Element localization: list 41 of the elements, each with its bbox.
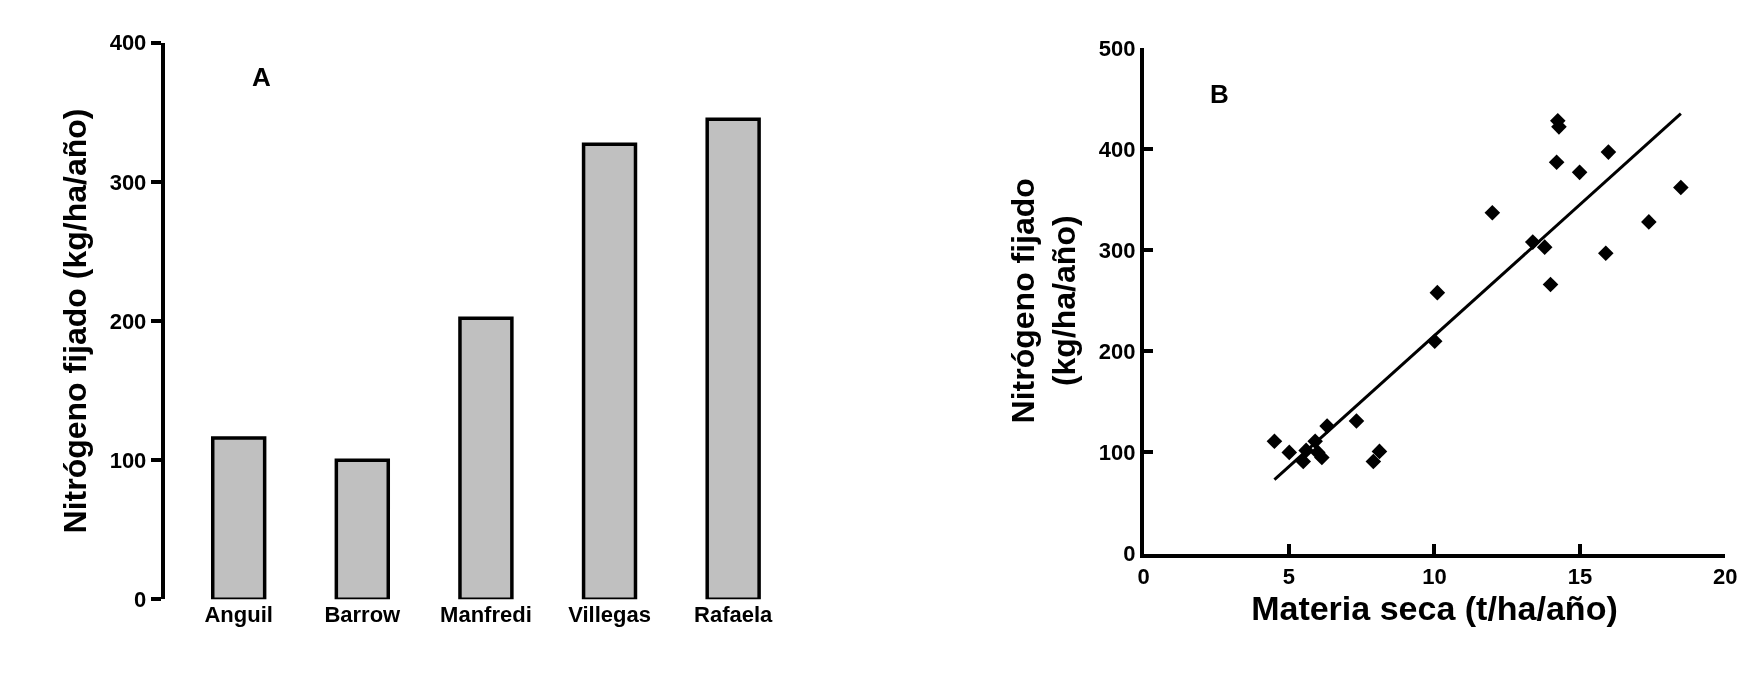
x-tick-label: Villegas [568,602,651,628]
y-tick-label: 100 [1098,440,1136,466]
annotation: B [1210,79,1229,109]
x-tick-label: Rafaela [694,602,774,628]
y-tick-label: 400 [109,30,147,56]
point [1536,239,1553,255]
annotation: A [252,62,271,92]
point [1365,453,1382,470]
point [1429,284,1446,301]
point [1281,444,1298,461]
x-tick-label: 10 [1422,563,1447,589]
point [1348,413,1365,429]
x-tick-label: Anguil [204,602,273,628]
y-axis-title: Nitrógeno fijado (kg/ha/año) [1004,178,1083,424]
point [1371,443,1388,460]
x-tick-label: 20 [1713,563,1738,589]
y-tick-label: 0 [1123,541,1136,567]
x-tick-label: Barrow [324,602,402,628]
x-tick-label: 5 [1282,563,1296,589]
point [1542,276,1559,293]
point [1673,179,1689,196]
y-axis-title: Nitrógeno fijado (kg/ha/año) [57,108,94,534]
point [1571,164,1588,181]
y-tick-label: 200 [109,308,147,334]
y-tick-label: 100 [109,447,147,473]
point [1266,433,1283,450]
y-tick-label: 500 [1098,35,1136,61]
x-axis-title: Materia seca (t/ha/año) [1251,588,1618,627]
y-tick-label: 300 [109,169,147,195]
y-tick-label: 400 [1098,136,1136,162]
point [1295,453,1312,470]
x-tick-label: Manfredi [440,602,532,628]
point [1484,204,1501,221]
x-tick-label: 15 [1567,563,1593,589]
point [1597,245,1614,262]
y-tick-label: 300 [1098,237,1136,263]
point [1548,154,1565,171]
y-tick-label: 0 [134,586,147,612]
y-tick-label: 200 [1098,339,1136,364]
point [1641,214,1657,230]
point [1600,144,1617,160]
